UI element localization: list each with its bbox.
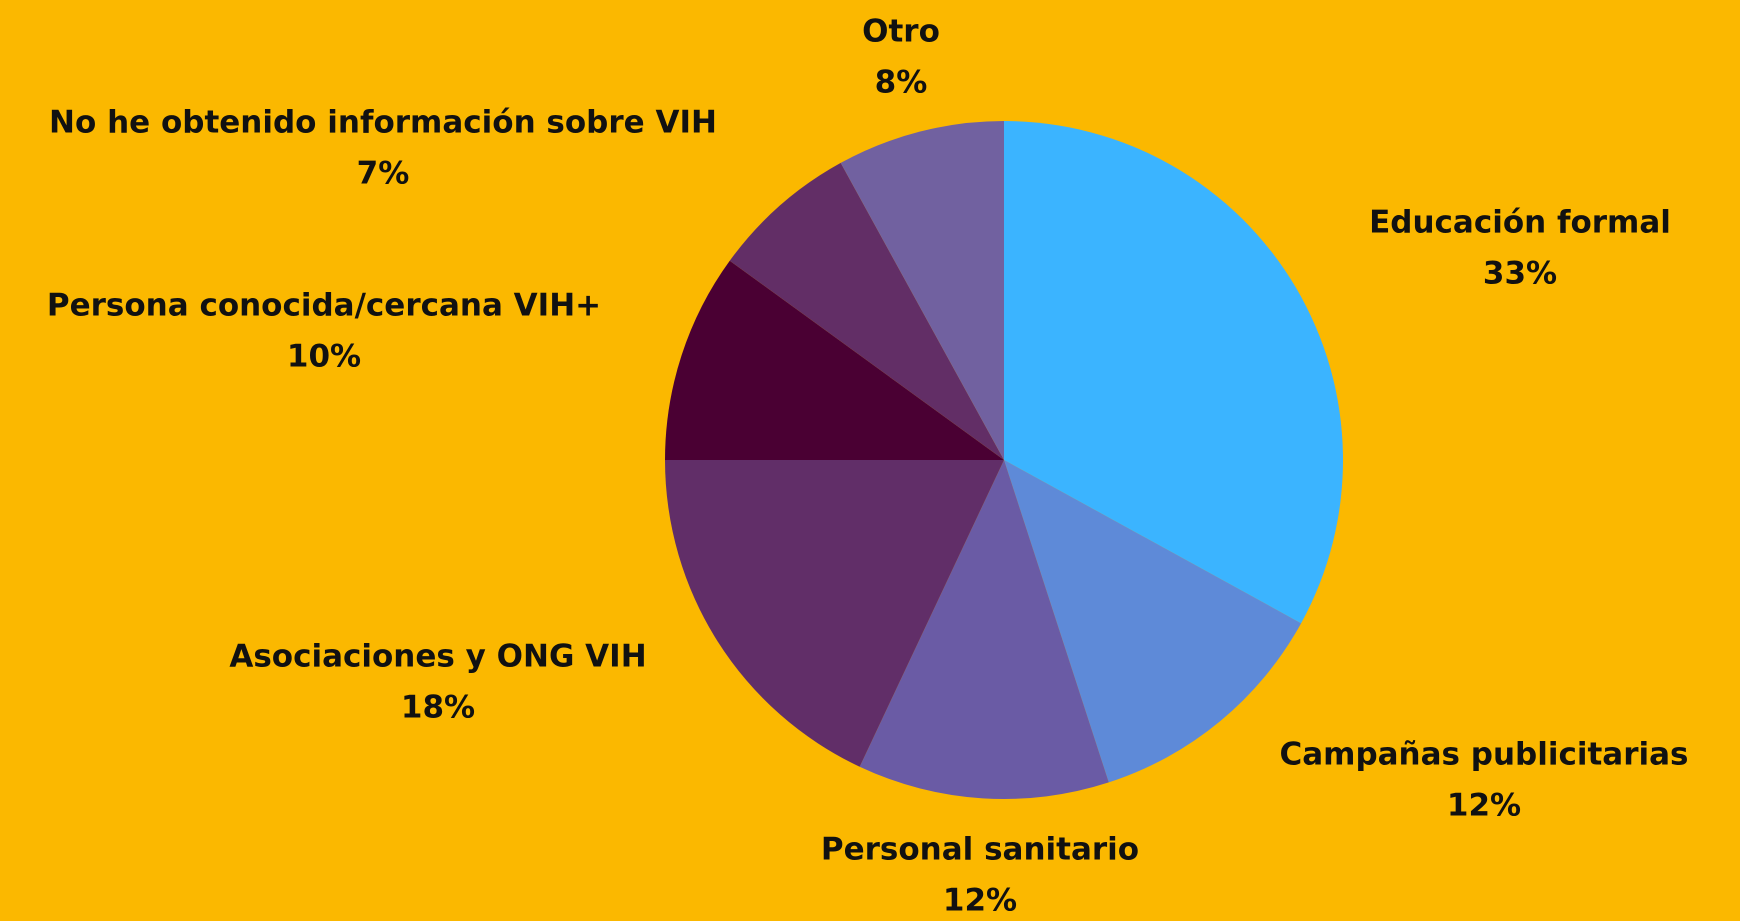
slice-value-label: 18%: [401, 690, 475, 726]
slice-value-label: 33%: [1483, 256, 1557, 292]
slice-label: Personal sanitario: [821, 832, 1139, 868]
slice-value-label: 10%: [287, 339, 361, 375]
slice-value-label: 8%: [875, 65, 928, 101]
slice-label: Asociaciones y ONG VIH: [229, 639, 646, 675]
pie-slice: [729, 162, 1004, 460]
pie-slice: [1004, 121, 1343, 624]
slice-value-label: 12%: [1447, 788, 1521, 824]
slice-value-label: 12%: [943, 883, 1017, 919]
pie-slice: [1004, 460, 1302, 783]
slice-label: Otro: [862, 14, 940, 50]
pie-slice: [665, 460, 1004, 767]
slice-value-label: 7%: [357, 156, 410, 192]
slice-label: Educación formal: [1369, 205, 1671, 241]
slice-label: Persona conocida/cercana VIH+: [47, 288, 601, 324]
pie-slice: [665, 260, 1004, 460]
pie-slice: [859, 460, 1109, 799]
slice-label: No he obtenido información sobre VIH: [49, 105, 717, 141]
pie-slice: [840, 121, 1004, 460]
slice-label: Campañas publicitarias: [1279, 737, 1688, 773]
